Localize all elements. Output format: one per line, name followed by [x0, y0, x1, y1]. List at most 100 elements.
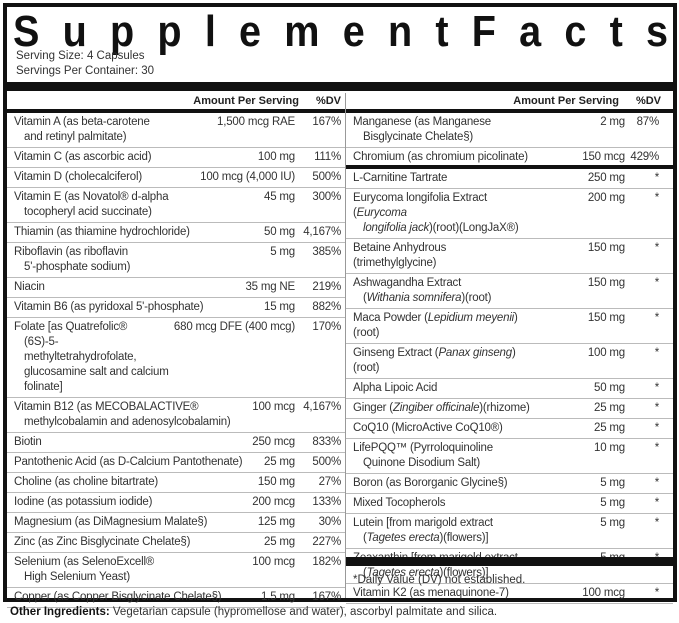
name-text: Vitamin D (cholecalciferol) [14, 171, 142, 183]
name-text: methylcobalamin and adenosylcobalamin) [24, 416, 231, 428]
amount-per-serving: 5 mg [600, 477, 625, 489]
title-letter: F [471, 7, 496, 56]
table-row: Folate [as Quatrefolic® (6S)-5-methyltetr… [7, 318, 345, 398]
daily-value: 882% [312, 301, 341, 313]
name-text: L-Carnitine Tartrate [353, 172, 448, 184]
name-text: CoQ10 (MicroActive CoQ10®) [353, 422, 503, 434]
title-letter: t [435, 7, 449, 56]
nutrient-name-line: Selenium (as SelenoExcell® [14, 555, 248, 570]
name-text: Selenium (as SelenoExcell® [14, 556, 155, 568]
nutrient-name: Biotin [7, 435, 248, 450]
amount-per-serving: 150 mg [587, 242, 625, 254]
title-letter: c [564, 7, 587, 56]
footnote-divider [346, 557, 673, 566]
nutrient-name: Zinc (as Zinc Bisglycinate Chelate§) [7, 535, 260, 550]
nutrient-name: Iodine (as potassium iodide) [7, 495, 248, 510]
nutrient-name: Ginseng Extract (Panax ginseng)(root) [346, 346, 531, 376]
daily-value: * [654, 402, 659, 414]
amount-per-serving: 35 mg NE [245, 281, 295, 293]
table-row: Ginger (Zingiber officinale)(rhizome) 25 … [346, 399, 673, 419]
daily-value: 385% [312, 246, 341, 258]
daily-value: 30% [318, 516, 342, 528]
nutrient-name: Mixed Tocopherols [346, 496, 531, 511]
nutrient-name: Ginger (Zingiber officinale)(rhizome) [346, 401, 531, 416]
title-letter: l [204, 7, 216, 56]
nutrient-name-line: 5'-phosphate sodium) [14, 260, 266, 275]
footnote: *Daily Value (DV) not established. [353, 574, 526, 586]
amount-per-serving: 50 mg [264, 226, 295, 238]
daily-value: * [654, 477, 659, 489]
name-text: Vitamin A (as beta-carotene [14, 116, 150, 128]
table-row: Zinc (as Zinc Bisglycinate Chelate§) 25 m… [7, 533, 345, 553]
name-text: glucosamine salt and calcium folinate] [24, 366, 169, 393]
table-row: Selenium (as SelenoExcell® High Selenium … [7, 553, 345, 588]
nutrient-name-line: (Withania somnifera)(root) [353, 291, 531, 306]
name-text: Bisglycinate Chelate§) [363, 131, 474, 143]
title-letter: p [157, 7, 182, 56]
amount-per-serving: 45 mg [264, 191, 295, 203]
name-text: Betaine Anhydrous (trimethylglycine) [353, 242, 447, 269]
nutrient-name-line: Betaine Anhydrous (trimethylglycine) [353, 241, 531, 271]
right-amount-header: Amount Per Serving [513, 95, 619, 107]
name-text: Vitamin B6 (as pyridoxal 5'-phosphate) [14, 301, 204, 313]
amount-per-serving: 100 mg [257, 151, 295, 163]
name-text: 5'-phosphate sodium) [24, 261, 131, 273]
amount-per-serving: 680 mcg DFE (400 mcg) [173, 321, 295, 333]
name-text: Mixed Tocopherols [353, 497, 446, 509]
nutrient-name-line: Bisglycinate Chelate§) [353, 130, 531, 145]
table-row: Ginseng Extract (Panax ginseng)(root) 100… [346, 344, 673, 379]
nutrient-name: Folate [as Quatrefolic® (6S)-5-methyltetr… [7, 320, 170, 395]
nutrient-name: Riboflavin (as riboflavin 5'-phosphate so… [7, 245, 266, 275]
table-row: LifePQQ™ (Pyrroloquinoline Quinone Disodi… [346, 439, 673, 474]
nutrient-name-line: Boron (as Bororganic Glycine§) [353, 476, 531, 491]
title-letter: s [646, 7, 669, 56]
nutrient-name-line: Pantothenic Acid (as D-Calcium Pantothen… [14, 455, 260, 470]
nutrient-name-line: Eurycoma longifolia Extract (Eurycoma [353, 191, 531, 221]
nutrient-name: Boron (as Bororganic Glycine§) [346, 476, 531, 491]
name-text: tocopheryl acid succinate) [24, 206, 152, 218]
amount-per-serving: 100 mcg [252, 401, 295, 413]
daily-value: 27% [318, 476, 342, 488]
other-ingredients-text: Vegetarian capsule (hypromellose and wat… [109, 606, 498, 618]
name-text: Vitamin B12 (as MECOBALACTIVE® [14, 401, 199, 413]
title-letter: p [110, 7, 135, 56]
left-amount-header: Amount Per Serving [193, 95, 299, 107]
table-row: Copper (as Copper Bisglycinate Chelate§)… [7, 588, 345, 608]
name-text: Vitamin K2 (as menaquinone-7) [353, 587, 509, 599]
name-text: Ashwagandha Extract [353, 277, 462, 289]
table-row: Betaine Anhydrous (trimethylglycine) 150 … [346, 239, 673, 274]
amount-per-serving: 150 mg [587, 312, 625, 324]
nutrient-name-line: (Tagetes erecta)(flowers)] [353, 566, 531, 581]
table-row: Vitamin K2 (as menaquinone-7) 100 mcg * [346, 584, 673, 604]
name-text: Chromium (as chromium picolinate) [353, 151, 528, 163]
daily-value: 219% [312, 281, 341, 293]
amount-per-serving: 200 mg [587, 192, 625, 204]
daily-value: 4,167% [303, 401, 341, 413]
daily-value: 87% [636, 116, 660, 128]
nutrient-name: Magnesium (as DiMagnesium Malate§) [7, 515, 254, 530]
nutrient-name: Vitamin D (cholecalciferol) [7, 170, 196, 185]
daily-value: 500% [312, 456, 341, 468]
daily-value: * [654, 517, 659, 529]
table-row: Pantothenic Acid (as D-Calcium Pantothen… [7, 453, 345, 473]
nutrient-name-line: Quinone Disodium Salt) [353, 456, 531, 471]
nutrient-name-line: Vitamin K2 (as menaquinone-7) [353, 586, 531, 601]
header-divider [7, 109, 673, 113]
amount-per-serving: 1,500 mcg RAE [217, 116, 295, 128]
daily-value: * [654, 242, 659, 254]
name-text: Alpha Lipoic Acid [353, 382, 438, 394]
name-text: Lutein [from marigold extract [353, 517, 493, 529]
nutrient-name-line: tocopheryl acid succinate) [14, 205, 260, 220]
name-text: )(root) [353, 347, 516, 374]
dv-divider [346, 165, 673, 169]
amount-per-serving: 100 mg [587, 347, 625, 359]
nutrient-name-line: High Selenium Yeast) [14, 570, 248, 585]
nutrient-name: Maca Powder (Lepidium meyenii)(root) [346, 311, 531, 341]
servings-per-container: Servings Per Container: 30 [16, 65, 155, 77]
nutrient-name: CoQ10 (MicroActive CoQ10®) [346, 421, 531, 436]
title-letter: m [284, 7, 320, 56]
table-row: Mixed Tocopherols 5 mg * [346, 494, 673, 514]
nutrient-name: LifePQQ™ (Pyrroloquinoline Quinone Disodi… [346, 441, 531, 471]
daily-value: * [654, 442, 659, 454]
